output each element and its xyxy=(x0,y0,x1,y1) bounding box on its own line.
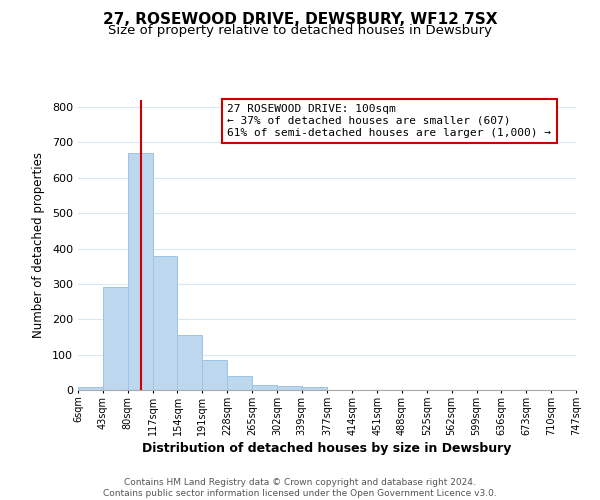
Bar xyxy=(152,256,178,390)
Bar xyxy=(202,360,227,390)
Bar xyxy=(302,387,328,390)
Bar xyxy=(103,288,128,390)
X-axis label: Distribution of detached houses by size in Dewsbury: Distribution of detached houses by size … xyxy=(142,442,512,455)
Text: Contains HM Land Registry data © Crown copyright and database right 2024.
Contai: Contains HM Land Registry data © Crown c… xyxy=(103,478,497,498)
Y-axis label: Number of detached properties: Number of detached properties xyxy=(32,152,45,338)
Bar xyxy=(128,153,152,390)
Bar xyxy=(78,387,103,390)
Text: 27 ROSEWOOD DRIVE: 100sqm
← 37% of detached houses are smaller (607)
61% of semi: 27 ROSEWOOD DRIVE: 100sqm ← 37% of detac… xyxy=(227,104,551,138)
Bar xyxy=(277,386,302,390)
Bar xyxy=(252,386,277,390)
Bar xyxy=(178,335,202,390)
Text: 27, ROSEWOOD DRIVE, DEWSBURY, WF12 7SX: 27, ROSEWOOD DRIVE, DEWSBURY, WF12 7SX xyxy=(103,12,497,28)
Text: Size of property relative to detached houses in Dewsbury: Size of property relative to detached ho… xyxy=(108,24,492,37)
Bar xyxy=(227,376,252,390)
